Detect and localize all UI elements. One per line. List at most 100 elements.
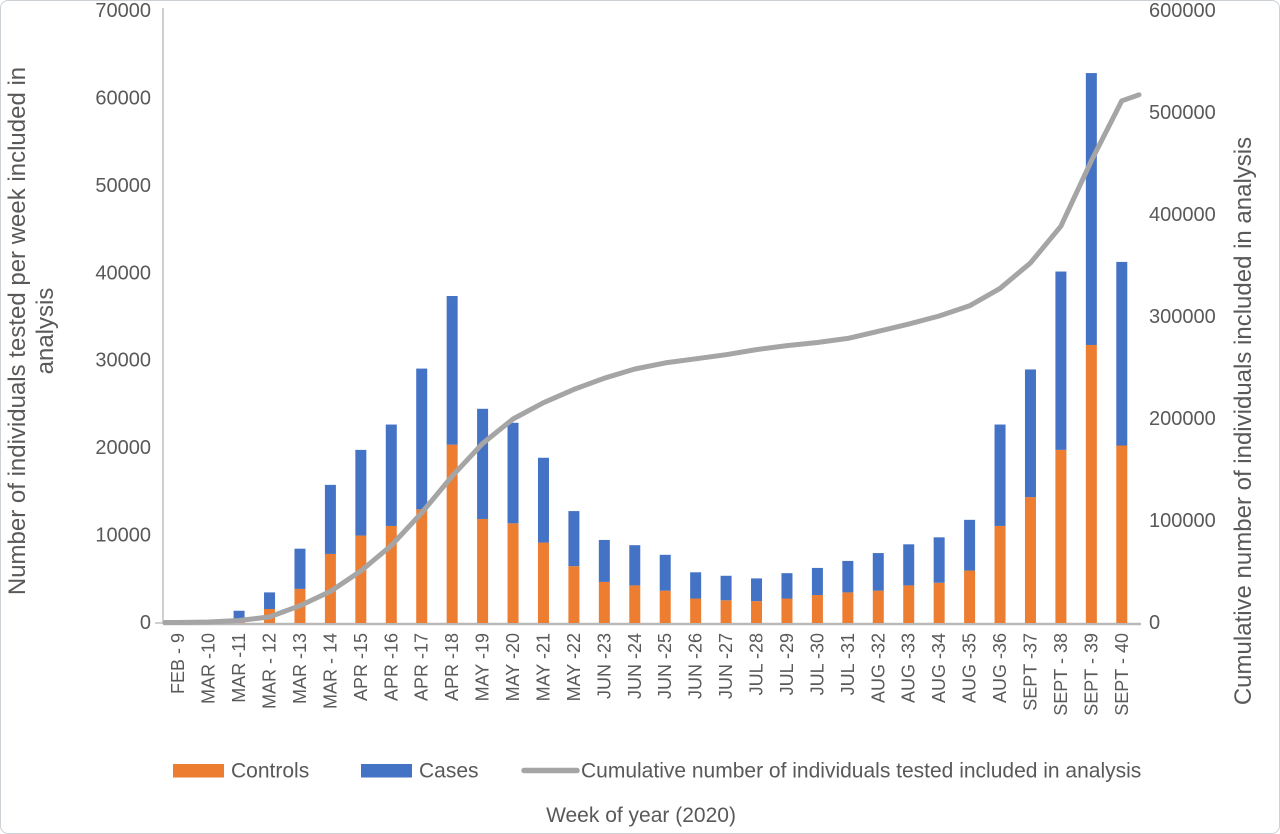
controls-bar-segment <box>446 444 458 623</box>
controls-bar-segment <box>811 595 823 623</box>
x-axis-tick-label: JUN -25 <box>655 633 675 699</box>
cases-bar-segment <box>933 537 945 583</box>
cases-bar-segment <box>903 544 915 586</box>
controls-bar-segment <box>1085 344 1097 623</box>
controls-bar-segment <box>842 592 854 623</box>
x-axis-tick-label: SEPT - 40 <box>1112 633 1132 716</box>
controls-legend-swatch <box>173 764 224 778</box>
cases-bar-segment <box>1116 261 1128 446</box>
x-axis-tick-label: APR -15 <box>351 633 371 701</box>
cases-bar-segment <box>264 592 276 610</box>
x-axis-tick-label: AUG -32 <box>868 633 888 703</box>
left-axis-title-line2: analysis <box>32 288 59 375</box>
x-axis-tick-label: AUG -33 <box>899 633 919 703</box>
cases-bar-segment <box>355 449 367 536</box>
right-axis-tick-label: 300000 <box>1149 306 1216 328</box>
controls-bar-segment <box>690 598 702 623</box>
controls-bar-segment <box>720 600 732 623</box>
x-axis-tick-label: MAY -21 <box>533 633 553 701</box>
cases-bar-segment <box>385 424 397 526</box>
controls-bar-segment <box>903 585 915 623</box>
cases-bar-segment <box>964 519 976 571</box>
cases-bar-segment <box>1055 271 1067 450</box>
x-axis-tick-label: JUN -26 <box>686 633 706 699</box>
left-axis-tick-label: 0 <box>140 612 151 634</box>
cases-bar-segment <box>842 560 854 593</box>
controls-bar-segment <box>994 525 1006 623</box>
controls-bar-segment <box>933 582 945 623</box>
cases-legend-swatch <box>361 764 412 778</box>
plot-area: 0 10000 20000 30000 40000 50000 60000 70000 0 100… <box>95 1 1215 716</box>
controls-bar-segment <box>537 542 549 623</box>
x-axis-tick-label: AUG -35 <box>960 633 980 703</box>
left-axis-tick-label: 20000 <box>95 437 151 459</box>
controls-bar-segment <box>355 535 367 623</box>
right-axis-title: Cumulative number of individuals include… <box>1230 137 1257 705</box>
cases-bar-segment <box>1085 73 1097 345</box>
controls-bar-segment <box>659 590 671 623</box>
right-axis-tick-label: 400000 <box>1149 204 1216 226</box>
cases-bar-segment <box>994 424 1006 526</box>
cases-bar-segment <box>324 484 336 554</box>
left-axis-tick-label: 70000 <box>95 1 151 22</box>
right-axis-tick-label: 500000 <box>1149 102 1216 124</box>
x-axis-tick-label: MAR -10 <box>199 633 219 704</box>
cases-bar-segment <box>598 539 610 582</box>
cases-bar-segment <box>629 545 641 586</box>
controls-bar-segment <box>385 525 397 623</box>
right-axis-tick-label: 0 <box>1149 612 1160 634</box>
cases-bar-segment <box>446 296 458 445</box>
x-axis-tick-label: JUL -30 <box>807 633 827 695</box>
cases-bar-segment <box>477 408 489 519</box>
left-axis-tick-label: 30000 <box>95 350 151 372</box>
controls-bar-segment <box>568 566 580 623</box>
x-axis-tick-label: APR -18 <box>442 633 462 701</box>
cumulative-legend-label: Cumulative number of individuals tested … <box>581 760 1141 783</box>
controls-bar-segment <box>598 581 610 623</box>
x-axis-tick-label: MAY -22 <box>564 633 584 701</box>
x-axis-tick-label: MAY -19 <box>473 633 493 701</box>
controls-bar-segment <box>1116 445 1128 623</box>
controls-legend-label: Controls <box>231 760 309 783</box>
controls-bar-segment <box>781 598 793 623</box>
x-axis-tick-label: SEPT - 39 <box>1081 633 1101 716</box>
right-axis-tick-label: 600000 <box>1149 1 1216 22</box>
x-axis-tick-label: MAY -20 <box>503 633 523 701</box>
x-axis-tick-label: SEPT - 38 <box>1051 633 1071 716</box>
x-axis-tick-label: MAR - 12 <box>260 633 280 709</box>
cases-bar-segment <box>659 554 671 591</box>
controls-bar-segment <box>964 570 976 623</box>
x-axis-tick-label: MAR -13 <box>290 633 310 704</box>
controls-bar-segment <box>507 523 519 623</box>
controls-bar-segment <box>416 509 428 623</box>
x-axis-tick-label: JUL -31 <box>838 633 858 695</box>
cases-bar-segment <box>872 553 884 591</box>
left-axis-title-line1: Number of individuals tested per week in… <box>4 67 31 595</box>
cases-bar-segment <box>720 575 732 601</box>
left-axis-tick-label: 50000 <box>95 175 151 197</box>
controls-bar-segment <box>477 518 489 623</box>
x-axis-title: Week of year (2020) <box>546 804 736 827</box>
cases-bar-segment <box>690 572 702 599</box>
x-axis-tick-label: JUL -28 <box>747 633 767 695</box>
controls-bar-segment <box>1024 497 1036 623</box>
right-axis-tick-label: 200000 <box>1149 408 1216 430</box>
cases-bar-segment <box>781 573 793 599</box>
x-axis-tick-label: JUN -27 <box>716 633 736 699</box>
x-axis-tick-label: JUN -24 <box>625 633 645 699</box>
cases-legend-label: Cases <box>419 760 479 783</box>
x-axis-tick-label: FEB - 9 <box>168 633 188 694</box>
controls-bar-segment <box>751 601 763 623</box>
x-axis-tick-label: AUG -34 <box>929 633 949 703</box>
x-axis-tick-label: AUG -36 <box>990 633 1010 703</box>
x-axis-tick-label: MAR -11 <box>229 633 249 703</box>
cases-bar-segment <box>1024 369 1036 498</box>
controls-bar-segment <box>629 585 641 623</box>
left-axis-tick-label: 10000 <box>95 525 151 547</box>
controls-bar-segment <box>872 590 884 623</box>
x-axis-tick-label: APR -16 <box>381 633 401 701</box>
x-axis-tick-label: SEPT -37 <box>1020 633 1040 711</box>
cases-bar-segment <box>416 368 428 510</box>
cases-bar-segment <box>568 511 580 567</box>
